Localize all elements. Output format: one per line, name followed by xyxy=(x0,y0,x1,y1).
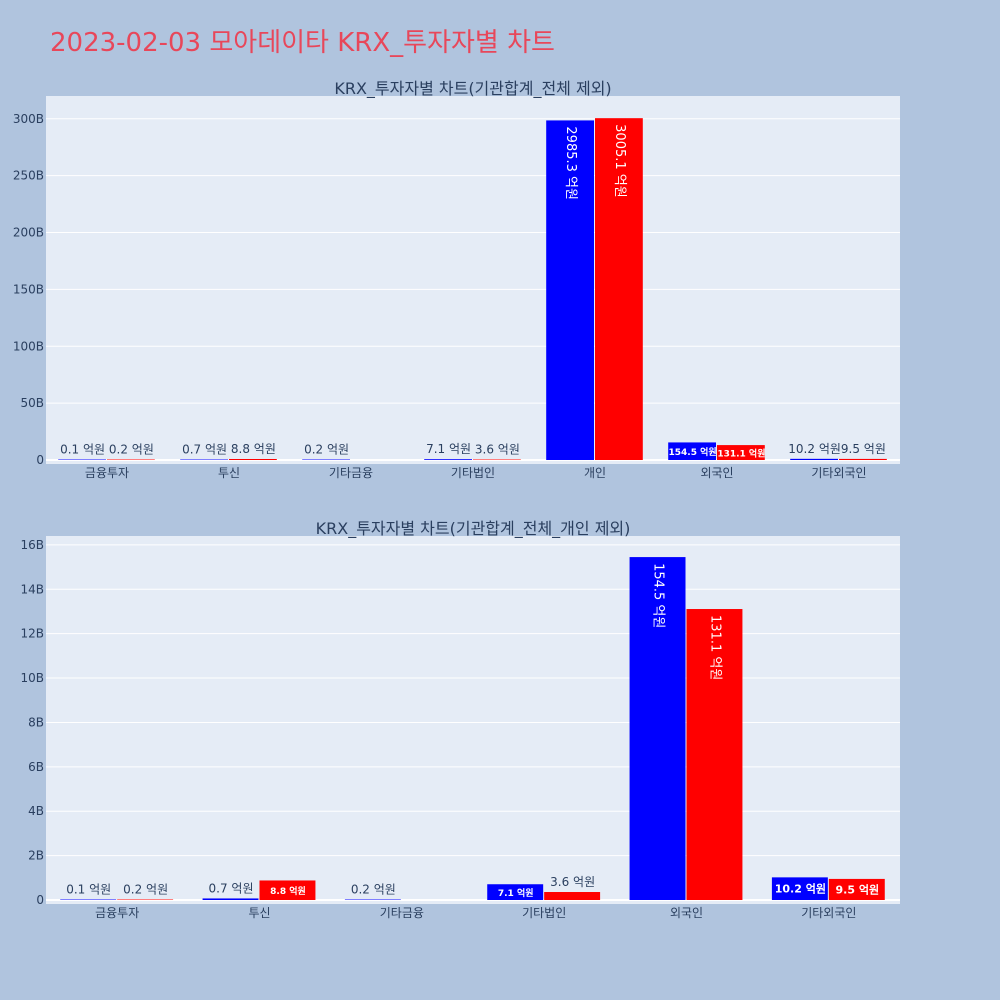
bar xyxy=(117,899,174,900)
plot-area xyxy=(46,536,900,904)
x-tick-label: 금융투자 xyxy=(95,906,139,920)
data-label: 3.6 억원 xyxy=(550,875,595,889)
x-tick-label: 기타외국인 xyxy=(811,466,866,480)
y-tick-label: 4B xyxy=(28,804,44,818)
bar xyxy=(717,445,765,460)
data-label: 0.2 억원 xyxy=(123,883,168,897)
data-label: 0.7 억원 xyxy=(209,881,254,895)
data-label: 131.1 억원 xyxy=(707,615,722,680)
data-label: 10.2 억원 xyxy=(775,882,826,896)
data-label: 0.2 억원 xyxy=(304,443,349,457)
x-tick-label: 기타금융 xyxy=(329,466,373,480)
bar xyxy=(668,442,716,460)
bar xyxy=(839,458,887,460)
y-tick-label: 8B xyxy=(28,715,44,729)
bar xyxy=(473,459,521,460)
data-label: 8.8 억원 xyxy=(270,885,306,897)
y-tick-label: 0 xyxy=(36,453,44,467)
y-tick-label: 10B xyxy=(20,671,44,685)
bar xyxy=(107,459,155,460)
bar xyxy=(790,458,838,460)
data-label: 2985.3 억원 xyxy=(563,126,578,200)
data-label: 9.5 억원 xyxy=(841,442,886,456)
y-tick-label: 0 xyxy=(36,893,44,907)
y-tick-label: 250B xyxy=(13,169,44,183)
bar xyxy=(259,880,316,900)
x-tick-label: 기타법인 xyxy=(522,906,566,920)
data-label: 0.1 억원 xyxy=(60,443,105,457)
y-tick-label: 100B xyxy=(13,339,44,353)
bar xyxy=(771,877,828,900)
chart-title: KRX_투자자별 차트(기관합계_전체 제외) xyxy=(334,79,611,99)
x-tick-label: 투신 xyxy=(218,466,240,480)
x-tick-label: 금융투자 xyxy=(85,466,129,480)
bar xyxy=(344,899,401,900)
data-label: 7.1 억원 xyxy=(498,887,534,899)
bar xyxy=(595,118,643,461)
y-tick-label: 200B xyxy=(13,226,44,240)
y-tick-label: 300B xyxy=(13,112,44,126)
x-tick-label: 기타외국인 xyxy=(801,906,856,920)
bar xyxy=(229,458,277,460)
bar xyxy=(487,884,544,900)
x-tick-label: 외국인 xyxy=(670,906,703,920)
data-label: 8.8 억원 xyxy=(231,442,276,456)
bar xyxy=(544,892,601,900)
x-tick-label: 기타법인 xyxy=(451,466,495,480)
data-label: 0.2 억원 xyxy=(109,443,154,457)
data-label: 154.5 억원 xyxy=(651,563,666,628)
data-label: 0.1 억원 xyxy=(66,883,111,897)
x-tick-label: 기타금융 xyxy=(380,906,424,920)
x-tick-label: 개인 xyxy=(584,466,606,480)
data-label: 7.1 억원 xyxy=(426,442,471,456)
data-label: 3.6 억원 xyxy=(475,443,520,457)
bar xyxy=(546,120,594,461)
bar xyxy=(58,459,106,460)
data-label: 0.7 억원 xyxy=(182,443,227,457)
data-label: 131.1 억원 xyxy=(717,448,765,460)
bar xyxy=(686,609,743,900)
page-title: 2023-02-03 모아데이타 KRX_투자자별 차트 xyxy=(50,28,555,58)
y-tick-label: 14B xyxy=(20,582,44,596)
bar xyxy=(424,459,472,460)
y-tick-label: 12B xyxy=(20,627,44,641)
bar xyxy=(180,459,228,460)
data-label: 0.2 억원 xyxy=(351,883,396,897)
plot-area xyxy=(46,96,900,464)
data-label: 3005.1 억원 xyxy=(612,124,627,198)
bar xyxy=(202,898,259,900)
bar xyxy=(629,557,686,900)
data-label: 10.2 억원 xyxy=(788,442,841,456)
y-tick-label: 6B xyxy=(28,760,44,774)
x-tick-label: 외국인 xyxy=(700,466,733,480)
x-tick-label: 투신 xyxy=(248,906,270,920)
y-tick-label: 50B xyxy=(20,396,44,410)
y-tick-label: 16B xyxy=(20,538,44,552)
y-tick-label: 150B xyxy=(13,282,44,296)
data-label: 9.5 억원 xyxy=(836,882,880,896)
bar xyxy=(828,878,885,900)
chart-title: KRX_투자자별 차트(기관합계_전체_개인 제외) xyxy=(316,519,631,539)
bar xyxy=(60,899,117,900)
y-tick-label: 2B xyxy=(28,849,44,863)
chart-bottom: 0 2B 4B 6B 8B 10B 12B 14B 16B KRX_투자자별 차트(기관합계_전체… xyxy=(20,519,900,920)
bar xyxy=(302,459,350,460)
data-label: 154.5 억원 xyxy=(669,446,717,458)
chart-top: 0 50B 100B 150B 200B 250B 300B KRX_투자자별 차트(기관합계… xyxy=(13,79,900,480)
